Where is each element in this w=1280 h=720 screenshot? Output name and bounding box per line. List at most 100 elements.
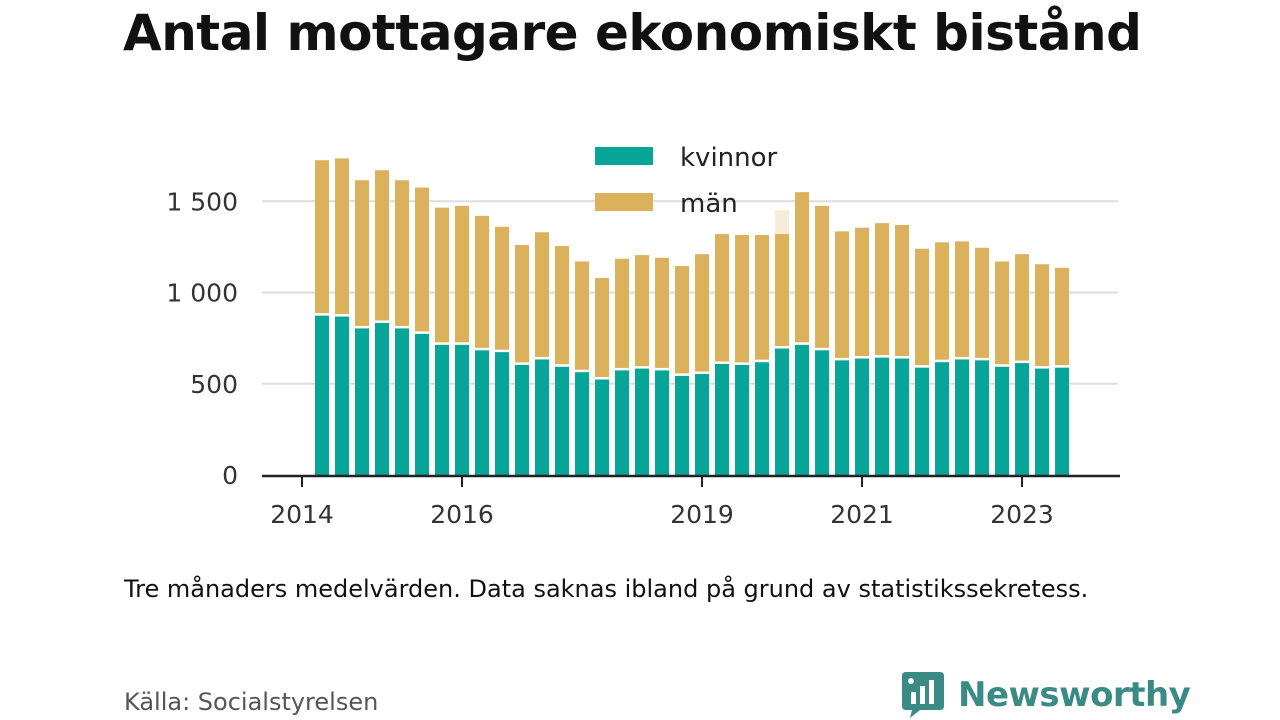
source-credit: Källa: Socialstyrelsen — [124, 688, 379, 716]
brand-logo: Newsworthy — [902, 672, 1191, 718]
bar-kvinnor — [835, 359, 850, 475]
bar-man — [715, 234, 730, 363]
bar-man — [855, 227, 870, 358]
bar-man — [815, 205, 830, 350]
bar-man — [535, 232, 550, 359]
bar-man — [355, 180, 370, 328]
bar-man — [775, 234, 790, 348]
bar-man — [475, 215, 490, 350]
bar-man — [595, 277, 610, 379]
legend-label-kvinnor: kvinnor — [680, 143, 778, 173]
bar-kvinnor — [495, 350, 510, 475]
bar-kvinnor — [755, 360, 770, 475]
bar-kvinnor — [475, 349, 490, 475]
bar-man — [575, 261, 590, 371]
bar-kvinnor — [435, 343, 450, 475]
bar-kvinnor — [1035, 367, 1050, 475]
bar-kvinnor — [955, 358, 970, 475]
x-axis-ticks: 2014 2016 2019 2021 2023 — [270, 476, 1054, 529]
bar-kvinnor — [775, 347, 790, 475]
bar-man — [455, 205, 470, 344]
bar-man — [315, 160, 330, 315]
bar-kvinnor — [995, 365, 1010, 475]
bar-man — [975, 247, 990, 360]
bar-kvinnor — [855, 357, 870, 475]
bar-man — [795, 192, 810, 344]
bar-man — [415, 187, 430, 333]
bar-man — [435, 207, 450, 344]
bar-man — [755, 235, 770, 361]
bar-kvinnor — [1015, 361, 1030, 475]
bar-kvinnor — [815, 349, 830, 475]
bar-kvinnor — [515, 363, 530, 475]
legend-label-man: män — [680, 189, 738, 219]
x-tick-label: 2019 — [670, 500, 734, 529]
bar-kvinnor — [875, 356, 890, 475]
bar-man — [495, 226, 510, 351]
bar-kvinnor — [555, 365, 570, 475]
x-tick-label: 2014 — [270, 500, 334, 529]
bar-kvinnor — [915, 366, 930, 475]
x-tick-label: 2016 — [430, 500, 494, 529]
bar-man — [1035, 264, 1050, 368]
bar-man — [835, 231, 850, 360]
bar-kvinnor — [395, 327, 410, 475]
bar-chart: 0 500 1 000 1 500 2014 2016 2019 2021 2023 kvin… — [166, 143, 1120, 529]
bar-man — [695, 254, 710, 373]
bar-man — [375, 170, 390, 322]
y-tick-label: 1 000 — [166, 279, 238, 308]
bar-man — [555, 245, 570, 366]
bar-man — [935, 242, 950, 361]
bar-man — [735, 235, 750, 364]
bar-kvinnor — [535, 358, 550, 475]
bar-kvinnor — [735, 363, 750, 475]
bar-man — [515, 245, 530, 364]
bar-kvinnor — [895, 357, 910, 475]
x-tick-label: 2021 — [830, 500, 894, 529]
bar-man — [875, 223, 890, 357]
bar-kvinnor — [795, 343, 810, 475]
y-axis-ticks: 0 500 1 000 1 500 — [166, 187, 238, 490]
legend: kvinnor män — [595, 143, 778, 219]
bar-kvinnor — [935, 360, 950, 475]
x-tick-label: 2023 — [990, 500, 1054, 529]
chart-title: Antal mottagare ekonomiskt bistånd — [123, 4, 1142, 62]
bar-man — [895, 224, 910, 358]
bar-kvinnor — [595, 378, 610, 475]
bar-kvinnor — [375, 321, 390, 475]
bar-kvinnor — [675, 374, 690, 475]
bar-kvinnor — [635, 367, 650, 475]
y-tick-label: 0 — [222, 461, 238, 490]
bar-man — [675, 266, 690, 375]
y-tick-label: 500 — [190, 370, 238, 399]
bar-man — [915, 248, 930, 367]
bar-kvinnor — [355, 327, 370, 475]
bar-man — [955, 241, 970, 359]
bars — [315, 158, 1070, 475]
bar-man — [655, 257, 670, 370]
bar-kvinnor — [315, 314, 330, 475]
bar-man — [395, 180, 410, 328]
bar-kvinnor — [335, 315, 350, 475]
bar-man — [635, 255, 650, 368]
bar-kvinnor — [615, 369, 630, 475]
bar-kvinnor — [715, 362, 730, 475]
bar-kvinnor — [695, 372, 710, 475]
newsworthy-logo-icon — [902, 672, 944, 718]
bar-kvinnor — [575, 370, 590, 475]
bar-kvinnor — [455, 343, 470, 475]
bar-kvinnor — [975, 359, 990, 475]
bar-man — [335, 158, 350, 316]
bar-kvinnor — [655, 369, 670, 475]
gridlines — [262, 200, 1118, 385]
chart-note: Tre månaders medelvärden. Data saknas ib… — [124, 575, 1089, 603]
bar-man — [995, 261, 1010, 366]
bar-kvinnor — [415, 332, 430, 475]
bar-man — [615, 258, 630, 370]
bar-man — [1015, 254, 1030, 362]
y-tick-label: 1 500 — [166, 187, 238, 216]
legend-swatch-kvinnor — [595, 147, 653, 165]
legend-swatch-man — [595, 193, 653, 211]
bar-kvinnor — [1055, 366, 1070, 475]
bar-man — [1055, 267, 1070, 367]
